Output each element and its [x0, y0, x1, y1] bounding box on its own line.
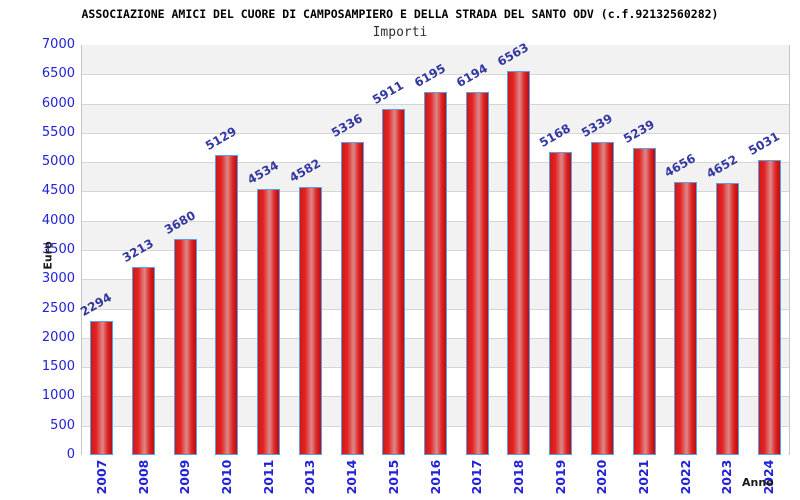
y-tick-label: 5000 — [41, 154, 75, 170]
bar-2014 — [340, 142, 364, 455]
y-tick-label: 4500 — [41, 183, 75, 199]
x-tick-label: 2011 — [260, 459, 276, 495]
bar-2016 — [424, 92, 447, 455]
y-tick-label: 1500 — [41, 359, 75, 375]
bar-2024 — [757, 160, 781, 455]
bar-2023 — [715, 182, 739, 455]
plot-band — [82, 45, 789, 75]
y-tick-label: 500 — [50, 417, 75, 433]
x-axis-title: Anno — [742, 476, 774, 489]
y-tick-label: 5500 — [41, 124, 75, 140]
x-tick-label: 2022 — [677, 459, 693, 495]
x-tick-label: 2019 — [552, 459, 568, 495]
y-tick-label: 3500 — [41, 242, 75, 257]
y-tick-label: 0 — [66, 447, 75, 462]
y-tick-label: 3000 — [41, 271, 75, 287]
x-tick-label: 2009 — [177, 459, 193, 495]
bar-2007 — [90, 320, 114, 455]
x-tick-label: 2013 — [302, 459, 318, 495]
chart-title: ASSOCIAZIONE AMICI DEL CUORE DI CAMPOSAM… — [81, 7, 719, 21]
x-tick-label: 2010 — [218, 459, 234, 495]
x-tick-label: 2007 — [93, 459, 109, 495]
x-tick-label: 2008 — [135, 459, 151, 495]
bar-2010 — [215, 154, 239, 455]
y-tick-label: 2500 — [41, 300, 75, 316]
x-tick-label: 2015 — [385, 459, 401, 495]
y-tick-label: 4000 — [41, 212, 75, 228]
x-tick-label: 2023 — [719, 459, 735, 495]
bar-2020 — [590, 142, 614, 455]
x-tick-label: 2020 — [594, 459, 610, 495]
y-tick-label: 6500 — [41, 66, 75, 82]
y-tick-label: 1000 — [41, 388, 75, 404]
x-tick-label: 2017 — [469, 459, 485, 495]
bar-2009 — [173, 239, 197, 455]
x-tick-label: 2018 — [510, 459, 526, 495]
bar-2018 — [507, 70, 531, 455]
bar-2013 — [298, 186, 322, 455]
bar-2015 — [382, 108, 406, 455]
x-tick-label: 2021 — [636, 459, 652, 495]
bar-2017 — [465, 92, 489, 455]
y-tick-label: 7000 — [41, 37, 75, 52]
bar-2021 — [632, 148, 656, 455]
chart-subtitle: Importi — [372, 25, 428, 40]
y-tick-label: 2000 — [41, 329, 75, 345]
y-gridline — [82, 74, 789, 76]
bar-2008 — [132, 266, 156, 455]
y-axis-title: Euro — [41, 241, 55, 270]
x-tick-label: 2016 — [427, 459, 443, 495]
x-tick-label: 2014 — [344, 459, 360, 495]
bar-2022 — [674, 182, 698, 455]
bar-2019 — [549, 152, 573, 455]
bar-2011 — [257, 189, 281, 455]
y-tick-label: 6000 — [41, 95, 75, 111]
